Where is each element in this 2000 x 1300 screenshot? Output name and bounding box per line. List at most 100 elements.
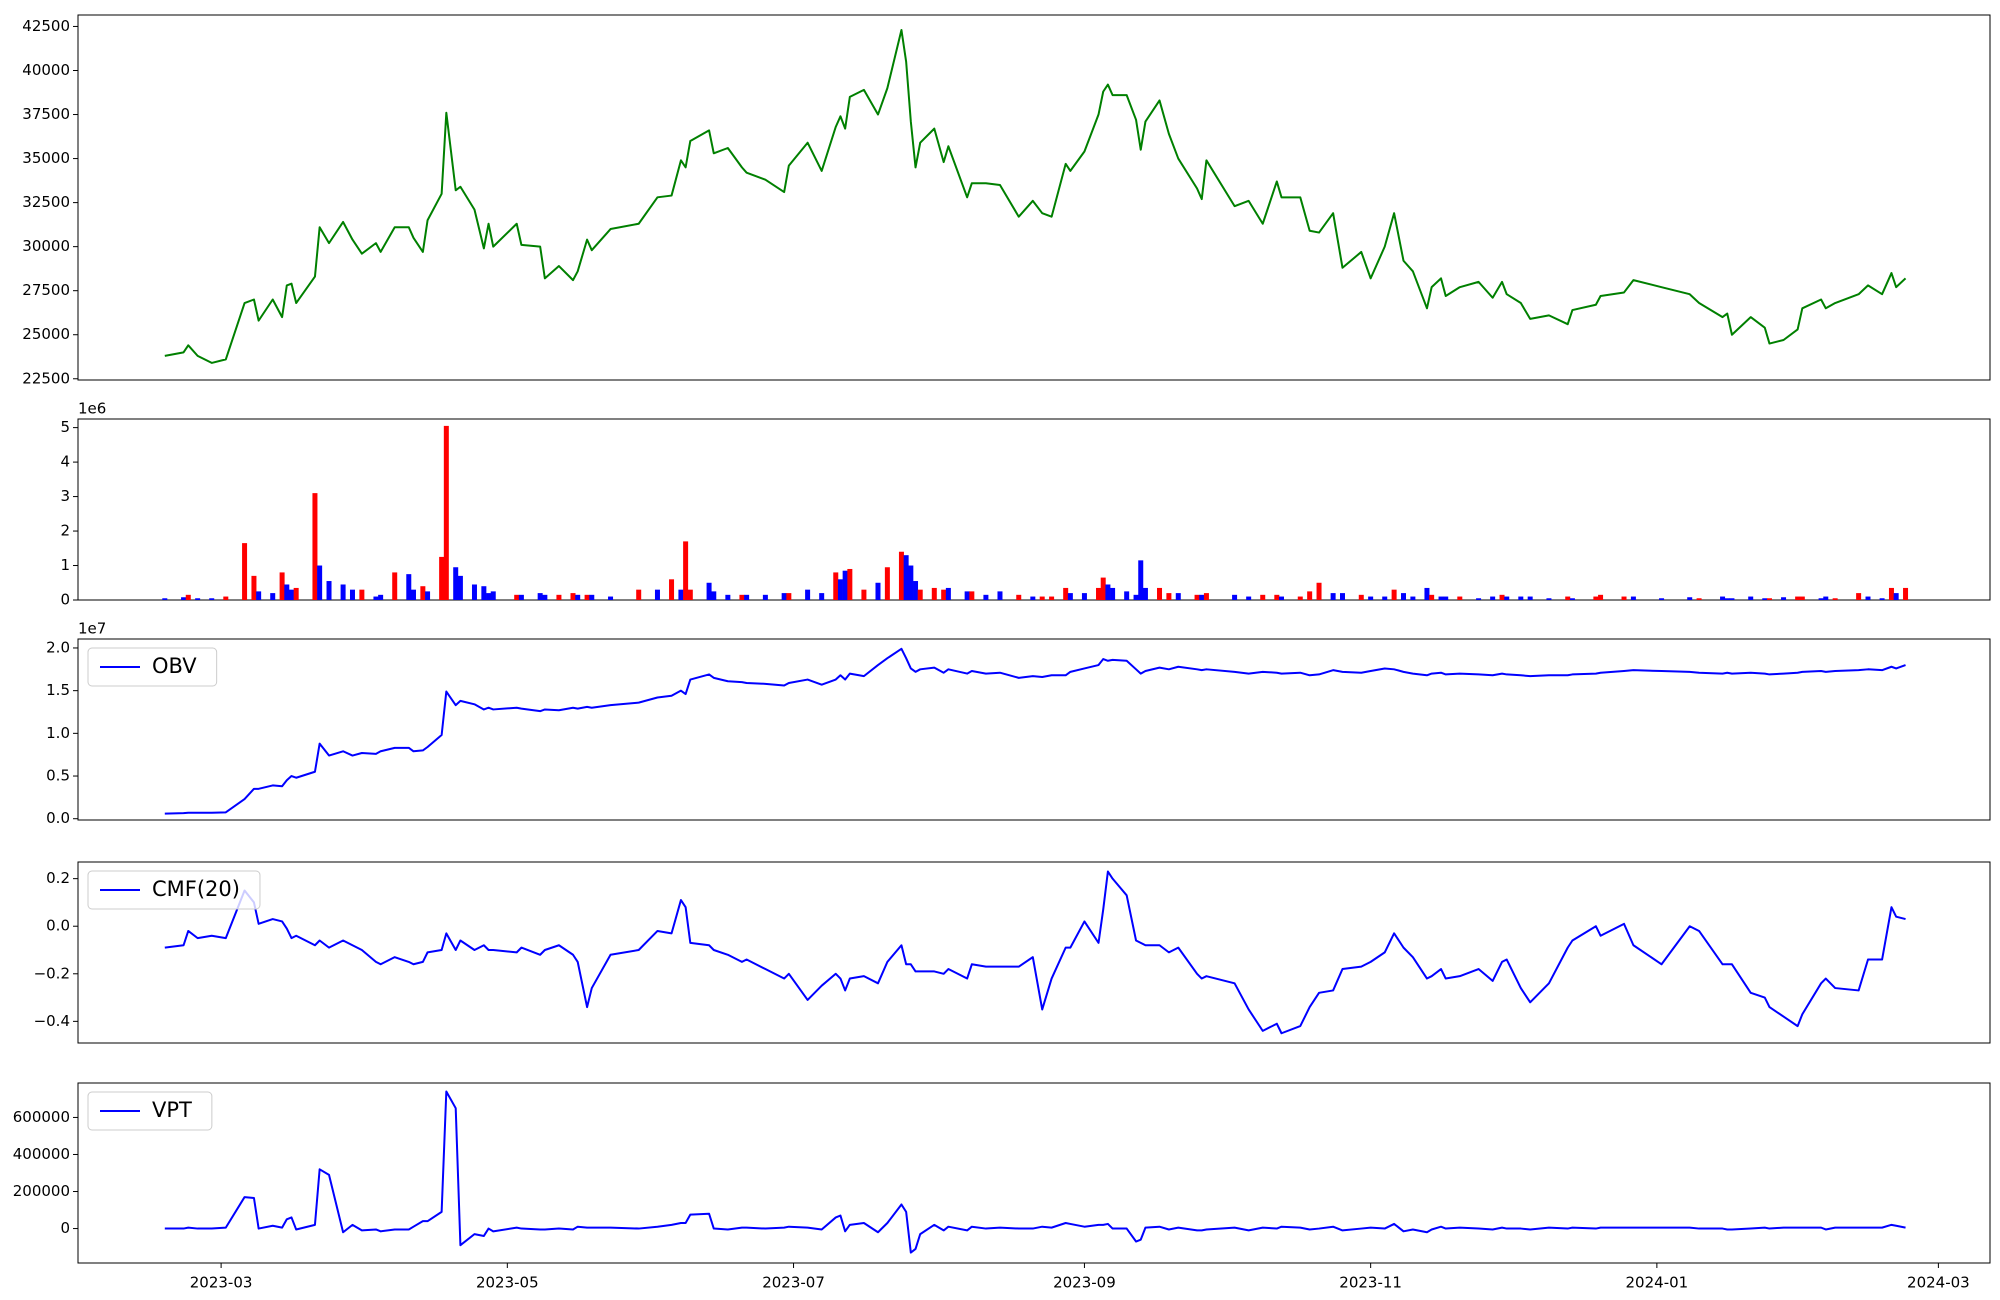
- bar: [1110, 587, 1116, 600]
- y-tick-label: 400000: [13, 1145, 70, 1163]
- bar: [326, 581, 332, 600]
- bar: [762, 594, 768, 600]
- bar: [1476, 598, 1482, 600]
- bar: [1081, 593, 1087, 600]
- bar: [1724, 598, 1730, 600]
- y-tick-label: 600000: [13, 1108, 70, 1126]
- bar: [1795, 596, 1801, 600]
- bar: [195, 598, 201, 600]
- bar: [1569, 598, 1575, 600]
- bar: [439, 556, 445, 600]
- y-tick-label: 5: [60, 418, 70, 436]
- legend-label: CMF(20): [152, 877, 240, 901]
- bar: [983, 594, 989, 600]
- bar: [833, 572, 839, 600]
- plot-frame: [77, 14, 1991, 381]
- bar: [1490, 596, 1496, 600]
- bar: [392, 572, 398, 600]
- x-tick-label: 2023-11: [1339, 1274, 1402, 1292]
- bar: [185, 594, 191, 600]
- bar: [1546, 598, 1552, 600]
- bar: [884, 567, 890, 600]
- bar: [1194, 594, 1200, 600]
- bar: [847, 568, 853, 600]
- bar: [1096, 587, 1102, 600]
- bar: [683, 541, 689, 600]
- y-tick-label: −0.4: [34, 1012, 70, 1030]
- y-tick-label: −0.2: [34, 964, 70, 982]
- bar: [1720, 596, 1726, 600]
- bar: [1260, 594, 1266, 600]
- bar: [1166, 593, 1172, 600]
- bar: [945, 587, 951, 600]
- bar: [490, 591, 496, 600]
- bar: [251, 575, 257, 600]
- bar: [589, 594, 595, 600]
- y-tick-label: 2: [60, 522, 70, 540]
- bar: [1105, 584, 1111, 600]
- bar: [1438, 596, 1444, 600]
- bar: [1246, 596, 1252, 600]
- bar: [481, 586, 487, 600]
- bar: [913, 581, 919, 600]
- bar: [1630, 596, 1636, 600]
- bar: [279, 572, 285, 600]
- bar: [1565, 596, 1571, 600]
- bar: [1865, 596, 1871, 600]
- y-tick-label: 3: [60, 487, 70, 505]
- bar: [725, 594, 731, 600]
- bar: [1696, 598, 1702, 600]
- bar: [786, 593, 792, 600]
- bar: [706, 582, 712, 600]
- bar: [1766, 598, 1772, 600]
- bar: [1518, 596, 1524, 600]
- bar: [1330, 593, 1336, 600]
- bar: [1175, 593, 1181, 600]
- bar: [819, 593, 825, 600]
- bar: [312, 493, 318, 600]
- bar: [1457, 596, 1463, 600]
- plot-frame: [77, 418, 1991, 601]
- x-tick-label: 2023-05: [476, 1274, 539, 1292]
- bar: [837, 579, 843, 600]
- bar: [1274, 594, 1280, 600]
- bar: [1762, 598, 1768, 600]
- bar: [1157, 587, 1163, 600]
- y-tick-label: 4: [60, 453, 70, 471]
- bar: [875, 582, 881, 600]
- bar: [256, 591, 262, 600]
- bar: [669, 579, 675, 600]
- bar: [537, 593, 543, 600]
- bar: [1232, 594, 1238, 600]
- bar: [284, 584, 290, 600]
- bar: [1400, 593, 1406, 600]
- y-tick-label: 0.0: [46, 917, 70, 935]
- bar: [608, 596, 614, 600]
- y-tick-label: 0.2: [46, 869, 70, 887]
- bar: [1391, 589, 1397, 600]
- line: [164, 1090, 1906, 1254]
- plot-frame: [77, 1082, 1991, 1264]
- bar: [1316, 582, 1322, 600]
- bar: [288, 589, 294, 600]
- y-tick-label: 42500: [22, 17, 70, 35]
- bar: [917, 589, 923, 600]
- bar: [1133, 594, 1139, 600]
- bar: [711, 591, 717, 600]
- bar: [542, 594, 548, 600]
- bar: [1297, 596, 1303, 600]
- bar: [1504, 596, 1510, 600]
- bar: [678, 589, 684, 600]
- bar: [1199, 594, 1205, 600]
- bar: [514, 594, 520, 600]
- x-tick-label: 2024-03: [1907, 1274, 1970, 1292]
- y-tick-label: 1.5: [46, 681, 70, 699]
- bar: [1382, 596, 1388, 600]
- bar: [997, 591, 1003, 600]
- bar: [805, 589, 811, 600]
- y-tick-label: 1.0: [46, 724, 70, 742]
- bar: [1729, 598, 1735, 600]
- bar: [931, 587, 937, 600]
- bar: [1893, 593, 1899, 600]
